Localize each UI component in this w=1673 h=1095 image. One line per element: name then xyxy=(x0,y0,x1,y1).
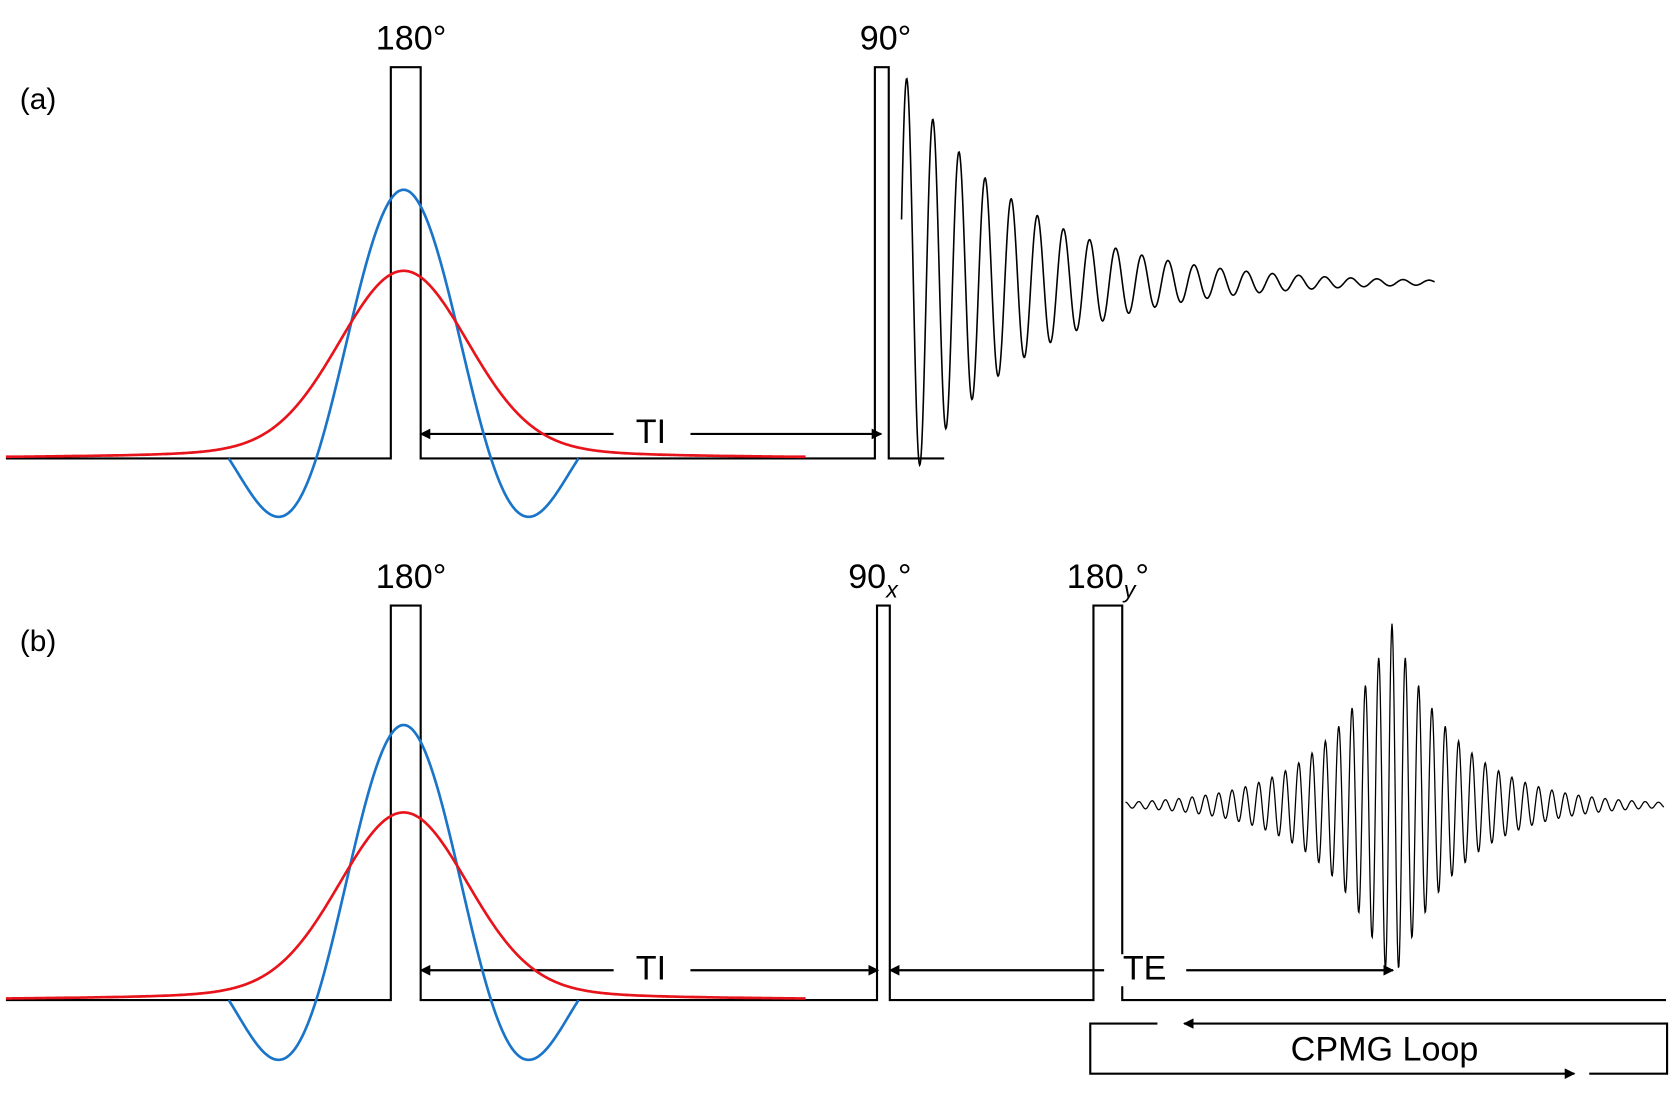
gaussian-pulse xyxy=(5,811,806,1000)
pulse-label: 180° xyxy=(376,20,447,58)
pulse-label: 180° xyxy=(376,558,447,596)
pulse-label: 90° xyxy=(860,20,912,58)
interval-label: TI xyxy=(636,413,666,451)
panel-label: (b) xyxy=(20,625,56,658)
pulse-unit: ° xyxy=(898,558,912,596)
pulse-number: 180 xyxy=(1067,558,1124,596)
panel-label: (a) xyxy=(20,83,56,116)
sinc-pulse xyxy=(227,723,580,1062)
pulse-number: 90 xyxy=(848,558,886,596)
pulse-unit: ° xyxy=(1135,558,1149,596)
fid xyxy=(900,77,1435,468)
interval-label: TE xyxy=(1123,949,1167,987)
pulse-label: 90x° xyxy=(848,558,911,603)
loop-box xyxy=(1183,1018,1669,1075)
pulse-label: 180y° xyxy=(1067,558,1149,603)
loop-box xyxy=(1089,1022,1576,1080)
echo xyxy=(1125,623,1665,968)
baseline xyxy=(5,604,1667,1002)
loop-label: CPMG Loop xyxy=(1291,1030,1479,1068)
sinc-pulse xyxy=(227,188,580,519)
pulse-subscript: y xyxy=(1122,577,1137,603)
baseline xyxy=(5,66,945,460)
interval-label: TI xyxy=(636,949,666,987)
pulse-subscript: x xyxy=(885,577,899,603)
gaussian-pulse xyxy=(5,269,806,459)
